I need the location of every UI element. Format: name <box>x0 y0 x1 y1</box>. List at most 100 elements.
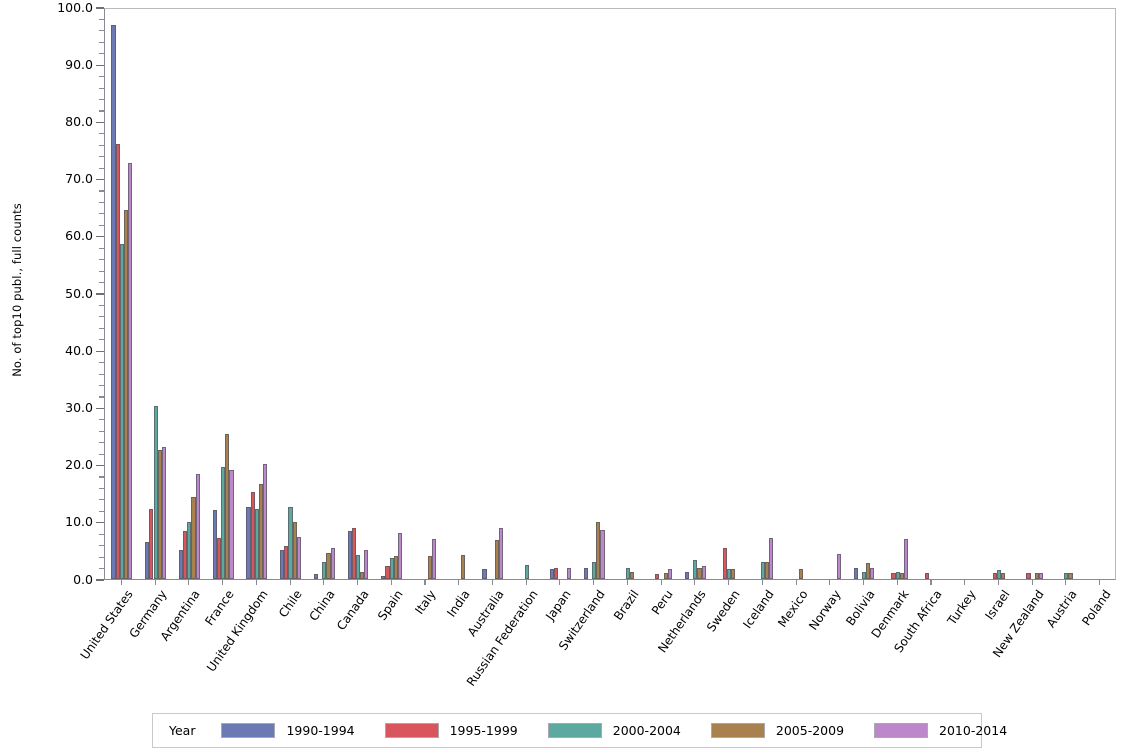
x-tick-mark <box>1031 580 1033 585</box>
legend-swatch <box>547 723 602 738</box>
x-tick-mark <box>491 580 494 585</box>
y-tick-label: 0.0 <box>73 571 93 587</box>
legend-label: 1995-1999 <box>449 723 518 738</box>
y-minor-tick <box>99 568 104 570</box>
y-minor-tick <box>99 259 104 261</box>
bar <box>1038 573 1044 579</box>
bar <box>119 243 124 579</box>
y-minor-tick <box>99 247 104 249</box>
x-tick-mark <box>154 580 156 585</box>
x-tick-mark <box>593 580 595 585</box>
bar <box>996 570 1001 579</box>
y-tick-label: 100.0 <box>57 0 93 15</box>
bar <box>220 467 226 579</box>
y-minor-tick <box>99 87 104 89</box>
y-minor-tick <box>99 133 104 135</box>
y-minor-tick <box>99 30 104 32</box>
x-tick-mark <box>525 580 527 585</box>
y-tick-label: 70.0 <box>65 171 93 187</box>
x-tick-mark <box>120 580 122 585</box>
bar <box>330 547 335 579</box>
y-minor-tick <box>99 499 104 501</box>
bar <box>760 561 765 579</box>
bar <box>111 25 116 579</box>
x-tick-mark <box>694 580 696 585</box>
x-axis-label: Austria <box>1044 587 1081 631</box>
x-tick-mark <box>997 580 1000 585</box>
y-minor-tick <box>99 270 104 272</box>
bar <box>731 569 736 579</box>
x-axis-label: Spain <box>374 587 406 623</box>
x-tick-mark <box>1065 580 1067 585</box>
bar <box>554 568 559 579</box>
bar <box>364 550 369 579</box>
bar <box>225 434 230 579</box>
legend-item[interactable]: 2010-2014 <box>874 723 1007 738</box>
legend-item[interactable]: 1990-1994 <box>221 723 355 738</box>
legend-items: 1990-1994 1995-1999 2000-2004 2005-2009 2010… <box>221 723 1037 738</box>
y-tick-mark <box>96 121 104 123</box>
y-tick-label: 50.0 <box>65 285 93 301</box>
y-minor-tick <box>99 545 104 547</box>
y-minor-tick <box>99 533 104 535</box>
x-tick-mark <box>1099 580 1101 585</box>
y-minor-tick <box>99 53 104 55</box>
x-tick-mark <box>424 580 426 585</box>
y-tick-mark <box>96 179 104 181</box>
legend-item[interactable]: 2005-2009 <box>710 723 844 738</box>
x-tick-mark <box>896 580 898 585</box>
x-tick-mark <box>289 580 291 585</box>
bar <box>853 567 858 579</box>
x-tick-mark <box>559 580 561 585</box>
y-minor-tick <box>99 373 104 375</box>
bar <box>212 510 217 579</box>
bar <box>385 565 390 579</box>
y-axis: 0.0 10.0 20.0 30.0 40.0 50.0 60.0 70.0 80.0 90.0 1… <box>0 0 104 588</box>
y-tick-mark <box>96 236 104 238</box>
x-axis-label: China <box>306 587 338 624</box>
bar <box>427 556 432 579</box>
bar <box>347 530 352 579</box>
bar <box>684 572 690 579</box>
bar <box>258 484 264 579</box>
y-minor-tick <box>99 510 104 512</box>
plot-area <box>104 8 1116 580</box>
bar <box>992 573 997 579</box>
legend: Year 1990-1994 1995-1999 2000-2004 2005-200… <box>152 713 1007 748</box>
x-axis-label: France <box>202 587 237 629</box>
bar <box>899 573 904 579</box>
x-axis-label: Brazil <box>610 587 642 623</box>
bar <box>161 447 167 579</box>
x-tick-mark <box>728 580 730 585</box>
x-tick-mark <box>829 580 831 585</box>
x-axis: United States Germany Argentina France Unite… <box>77 580 1116 710</box>
bar <box>145 542 150 579</box>
bar <box>254 509 259 579</box>
y-minor-tick <box>99 384 104 387</box>
x-axis-label: Canada <box>333 587 372 633</box>
y-minor-tick <box>99 98 104 101</box>
bar <box>566 567 571 579</box>
legend-item[interactable]: 1995-1999 <box>384 723 518 738</box>
x-axis-label: Chile <box>275 587 305 621</box>
legend-label: 2000-2004 <box>612 723 681 738</box>
x-axis-label: Iceland <box>740 587 777 632</box>
x-axis-label: Poland <box>1079 587 1114 629</box>
x-tick-mark <box>188 580 190 585</box>
x-axis-label: United States <box>77 587 136 663</box>
x-tick-mark <box>222 580 224 585</box>
x-axis-label: Israel <box>982 587 1013 623</box>
bar <box>629 572 635 579</box>
bar <box>183 530 188 579</box>
y-minor-tick <box>99 201 104 204</box>
bar <box>360 571 365 579</box>
bar <box>229 469 234 579</box>
bar <box>322 561 327 579</box>
x-axis-label: Turkey <box>944 587 979 628</box>
bar <box>461 554 466 579</box>
x-axis-label: Bolivia <box>843 587 878 629</box>
bar <box>524 565 529 579</box>
bar <box>284 545 289 579</box>
legend-item[interactable]: 2000-2004 <box>547 723 681 738</box>
bar <box>693 559 698 579</box>
